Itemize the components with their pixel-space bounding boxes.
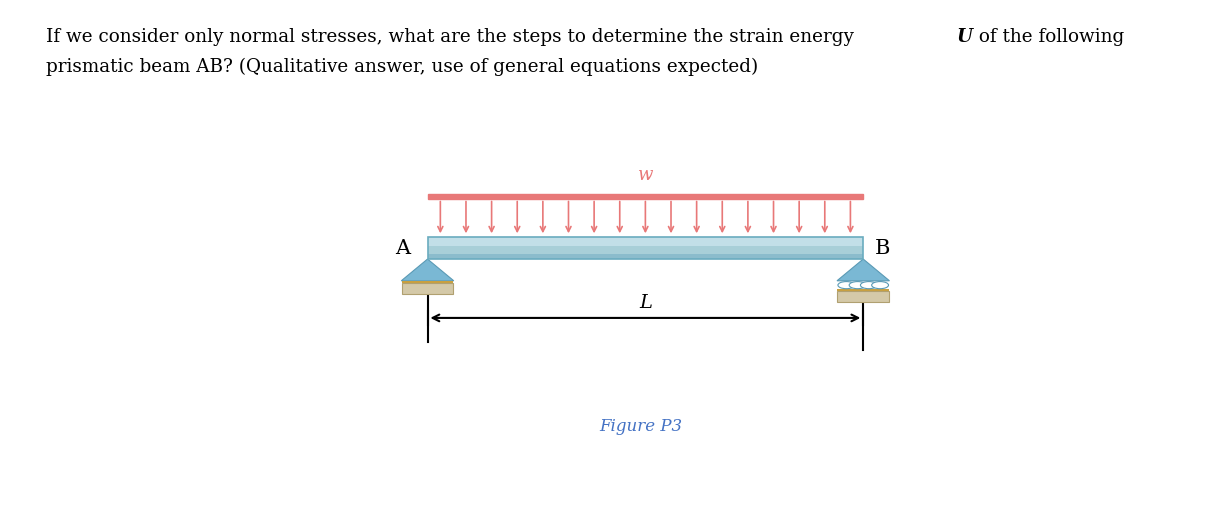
- Circle shape: [861, 282, 878, 289]
- Polygon shape: [837, 259, 890, 281]
- Text: A: A: [395, 239, 411, 258]
- Circle shape: [872, 282, 889, 289]
- Bar: [428, 194, 863, 199]
- Bar: [428, 238, 863, 259]
- Bar: [838, 289, 889, 291]
- Bar: [428, 246, 863, 253]
- Text: prismatic beam AB? (Qualitative answer, use of general equations expected): prismatic beam AB? (Qualitative answer, …: [46, 57, 758, 76]
- Text: Figure P3: Figure P3: [600, 418, 683, 435]
- Circle shape: [849, 282, 866, 289]
- Bar: [401, 281, 453, 283]
- Polygon shape: [401, 259, 453, 281]
- Text: If we consider only normal stresses, what are the steps to determine the strain : If we consider only normal stresses, wha…: [46, 28, 860, 46]
- Bar: [428, 238, 863, 246]
- Bar: [428, 253, 863, 259]
- Circle shape: [838, 282, 855, 289]
- Bar: [838, 291, 889, 302]
- Text: L: L: [638, 294, 652, 312]
- Text: of the following: of the following: [973, 28, 1124, 46]
- Bar: [401, 283, 453, 294]
- Text: w: w: [637, 166, 653, 184]
- Text: B: B: [874, 239, 890, 258]
- Text: U: U: [958, 28, 973, 46]
